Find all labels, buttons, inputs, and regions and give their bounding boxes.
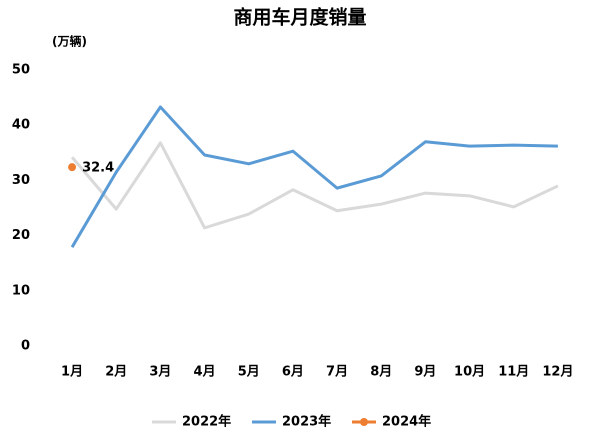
- y-tick-label: 50: [12, 63, 30, 78]
- y-tick-label: 30: [12, 173, 30, 188]
- x-tick-label: 1月: [61, 365, 83, 380]
- y-tick-label: 10: [12, 283, 30, 298]
- x-tick-label: 9月: [414, 365, 436, 380]
- series-line: [70, 105, 558, 248]
- legend-label: 2022年: [182, 414, 231, 430]
- x-tick-label: 5月: [238, 365, 260, 380]
- series-line: [70, 141, 559, 230]
- unit-label: (万辆): [52, 34, 87, 49]
- y-tick-label: 40: [12, 118, 30, 133]
- legend-label: 2023年: [282, 414, 331, 430]
- data-label: 32.4: [82, 161, 114, 176]
- x-tick-label: 12月: [542, 365, 573, 380]
- x-tick-label: 3月: [149, 365, 171, 380]
- x-tick-label: 4月: [194, 365, 216, 380]
- y-tick-label: 20: [12, 228, 30, 243]
- x-tick-label: 11月: [498, 365, 529, 380]
- series-point: [68, 163, 77, 172]
- legend-label: 2024年: [382, 414, 431, 430]
- x-tick-label: 2月: [105, 365, 127, 380]
- chart-title: 商用车月度销量: [233, 6, 366, 29]
- x-tick-label: 7月: [326, 365, 348, 380]
- x-tick-label: 6月: [282, 365, 304, 380]
- x-tick-label: 8月: [370, 365, 392, 380]
- x-tick-label: 10月: [454, 365, 485, 380]
- y-tick-label: 0: [21, 339, 30, 354]
- legend-dot: [360, 418, 368, 426]
